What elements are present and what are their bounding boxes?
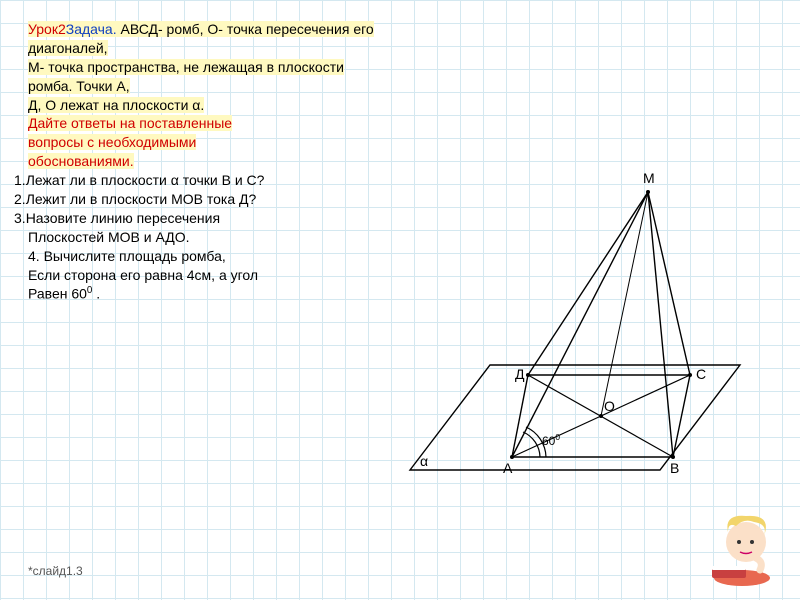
edge-BC bbox=[673, 375, 690, 457]
problem-line3: Д, О лежат на плоскости α. bbox=[28, 97, 204, 113]
label-D: Д bbox=[515, 366, 524, 382]
edge-MB bbox=[648, 192, 673, 457]
q4c: Равен 60 bbox=[28, 286, 87, 302]
mascot-eye-l bbox=[737, 540, 741, 544]
edge-MC bbox=[648, 192, 690, 375]
pt-C bbox=[688, 373, 692, 377]
lesson-label: Урок2 bbox=[28, 21, 66, 37]
q4d: . bbox=[92, 286, 100, 302]
pt-D bbox=[526, 373, 530, 377]
label-M: М bbox=[643, 170, 655, 186]
label-B: В bbox=[670, 460, 679, 476]
label-A: А bbox=[503, 460, 512, 476]
q4a: 4. Вычислите площадь ромба, bbox=[28, 248, 226, 264]
edge-MD bbox=[528, 192, 648, 375]
edge-MA bbox=[512, 192, 648, 457]
prompt-line3: обоснованиями. bbox=[28, 153, 134, 169]
zadacha-label: Задача. bbox=[66, 21, 117, 37]
num3: 3. bbox=[14, 210, 26, 226]
problem-line2: М- точка пространства, не лежащая в плос… bbox=[28, 59, 344, 94]
angle-sup: 0 bbox=[555, 432, 560, 442]
pt-A bbox=[510, 455, 514, 459]
plane-alpha bbox=[410, 365, 740, 470]
geometry-diagram: М А В С Д О α 600 bbox=[370, 150, 780, 510]
problem-text: Урок2Задача. АВСД- ромб, О- точка пересе… bbox=[28, 20, 388, 304]
q2: Лежит ли в плоскости МОВ тока Д? bbox=[26, 191, 257, 207]
label-O: О bbox=[604, 398, 615, 414]
slide-footer: *слайд1.3 bbox=[28, 564, 83, 578]
q4b: Если сторона его равна 4см, а угол bbox=[28, 267, 258, 283]
edge-MO bbox=[601, 192, 648, 416]
diagram-svg bbox=[370, 150, 780, 510]
q1: Лежат ли в плоскости α точки В и С? bbox=[26, 172, 265, 188]
num2: 2. bbox=[14, 191, 26, 207]
label-angle: 600 bbox=[542, 432, 560, 448]
pt-M bbox=[646, 190, 650, 194]
prompt-line1: Дайте ответы на поставленные bbox=[28, 115, 232, 131]
q3: Назовите линию пересечения bbox=[26, 210, 220, 226]
mascot-face bbox=[726, 522, 766, 562]
label-C: С bbox=[696, 366, 706, 382]
mascot-eye-r bbox=[750, 540, 754, 544]
mascot-illustration bbox=[702, 500, 782, 590]
edge-DA bbox=[512, 375, 528, 457]
pt-B bbox=[671, 455, 675, 459]
mascot-arm bbox=[756, 558, 761, 570]
pt-O bbox=[599, 414, 603, 418]
q3b: Плоскостей МОВ и АДО. bbox=[28, 229, 190, 245]
num1: 1. bbox=[14, 172, 26, 188]
prompt-line2: вопросы с необходимыми bbox=[28, 134, 196, 150]
mascot-book-page bbox=[712, 566, 746, 570]
angle-val: 60 bbox=[542, 434, 555, 448]
label-alpha: α bbox=[420, 453, 428, 469]
